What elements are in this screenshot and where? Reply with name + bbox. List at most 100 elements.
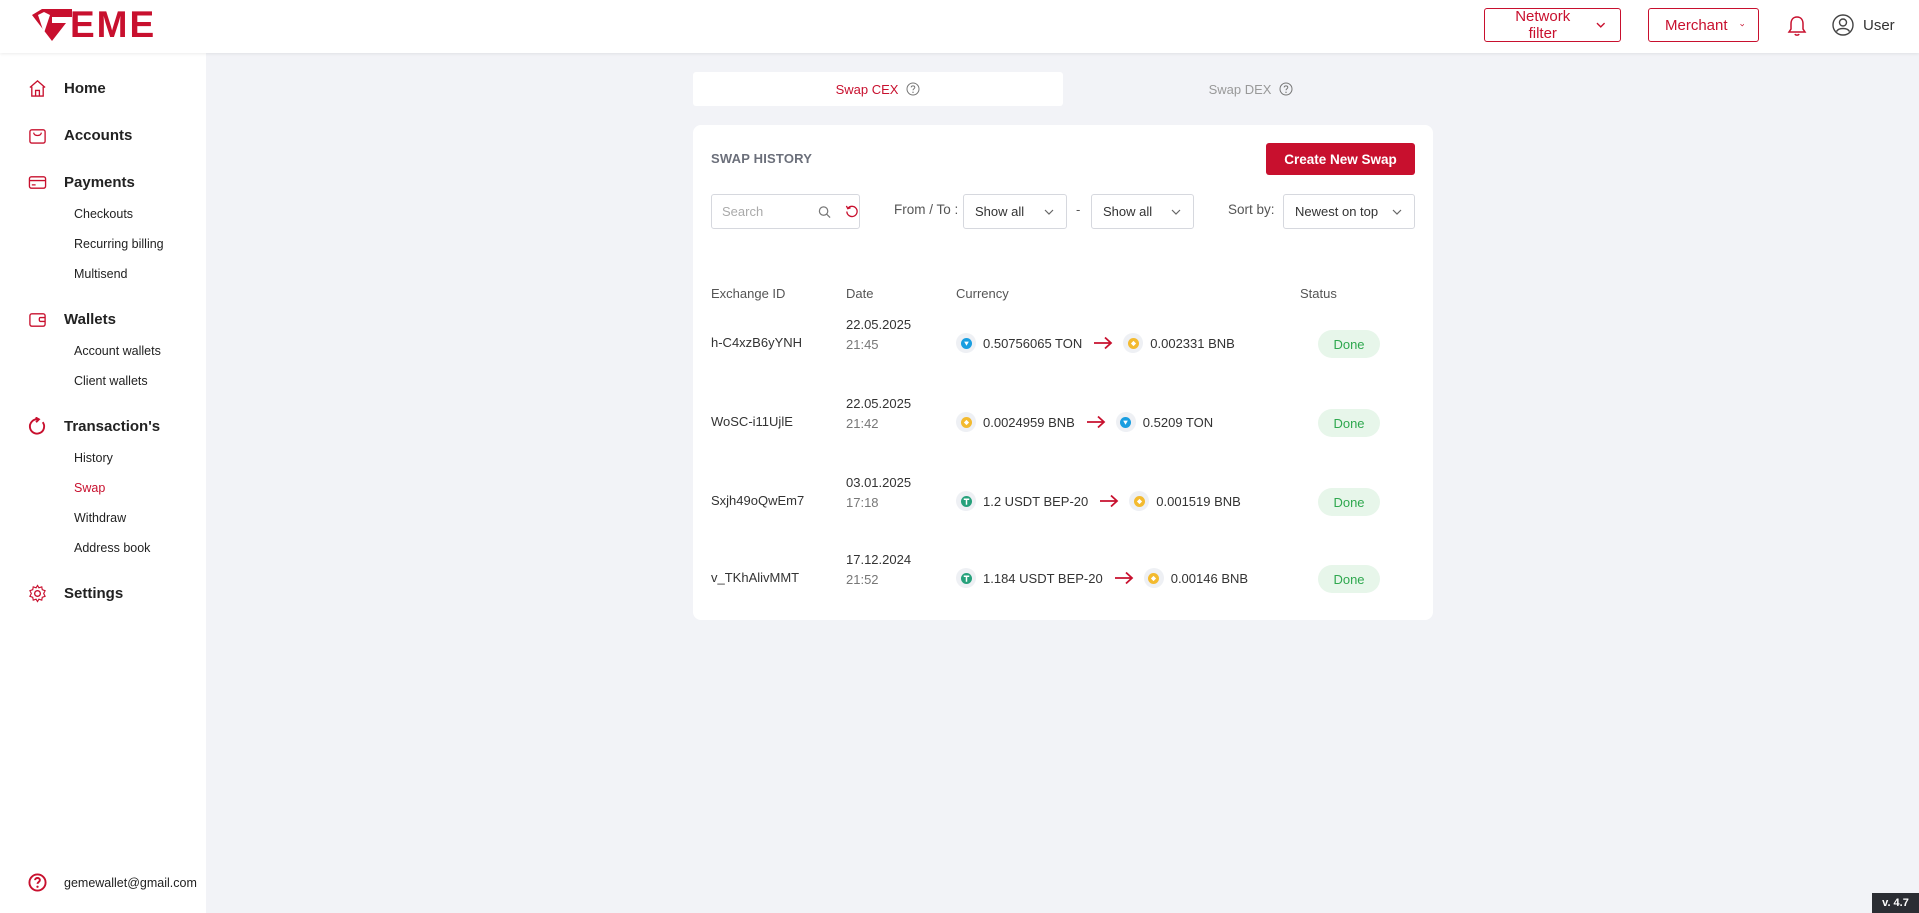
user-menu[interactable]: User <box>1832 14 1895 36</box>
table-row[interactable]: v_TKhAlivMMT 17.12.2024 21:52 1.184 USDT… <box>711 542 1411 621</box>
tab-swap-dex[interactable]: Swap DEX <box>1066 72 1436 106</box>
swap-history-card: SWAP HISTORY Create New Swap From / To :… <box>693 125 1433 620</box>
sidebar-item-swap[interactable]: Swap <box>74 481 106 495</box>
table-row[interactable]: WoSC-i11UjlE 22.05.2025 21:42 0.0024959 … <box>711 384 1411 463</box>
create-new-swap-button[interactable]: Create New Swap <box>1266 143 1415 175</box>
top-header: EME Network filter Merchant User <box>0 0 1919 53</box>
currency-cell: 1.184 USDT BEP-20 0.00146 BNB <box>956 568 1248 588</box>
card-title: SWAP HISTORY <box>711 151 813 166</box>
from-amount: 0.50756065 TON <box>983 335 1083 351</box>
usdt-coin-icon <box>956 491 976 511</box>
to-amount: 0.00146 BNB <box>1170 570 1249 586</box>
column-header-status: Status <box>1300 286 1337 301</box>
currency-cell: 0.0024959 BNB 0.5209 TON <box>956 412 1213 432</box>
sidebar-item-accounts[interactable]: Accounts <box>28 123 132 147</box>
to-amount: 0.5209 TON <box>1142 414 1214 430</box>
sidebar-item-multisend[interactable]: Multisend <box>74 267 128 281</box>
from-select[interactable]: Show all <box>963 194 1067 229</box>
currency-cell: 0.50756065 TON 0.002331 BNB <box>956 333 1235 353</box>
to-amount: 0.002331 BNB <box>1150 335 1235 351</box>
from-to-label: From / To : <box>894 202 959 217</box>
search-icon[interactable] <box>818 205 831 219</box>
bnb-coin-icon <box>1123 333 1144 353</box>
sidebar-item-checkouts[interactable]: Checkouts <box>74 207 134 221</box>
user-label: User <box>1863 16 1895 34</box>
row-date: 22.05.2025 21:42 <box>846 394 911 434</box>
sidebar-item-wallets[interactable]: Wallets <box>28 307 116 331</box>
time-value: 21:52 <box>846 572 879 587</box>
chevron-down-icon <box>1392 209 1402 215</box>
table-row[interactable]: Sxjh49oQwEm7 03.01.2025 17:18 1.2 USDT B… <box>711 463 1411 542</box>
arrow-right-icon <box>1094 336 1113 350</box>
date-value: 17.12.2024 <box>846 552 912 567</box>
to-amount: 0.001519 BNB <box>1156 493 1241 509</box>
sidebar-item-client-wallets[interactable]: Client wallets <box>74 374 148 388</box>
logo[interactable]: EME <box>30 4 157 45</box>
arrow-right-icon <box>1086 415 1106 429</box>
ton-coin-icon <box>956 333 976 353</box>
merchant-button[interactable]: Merchant <box>1648 8 1759 42</box>
sidebar-item-settings[interactable]: Settings <box>28 581 123 605</box>
home-icon <box>29 79 46 97</box>
version-badge: v. 4.7 <box>1872 893 1919 913</box>
card-icon <box>28 175 47 189</box>
to-select[interactable]: Show all <box>1091 194 1194 229</box>
table-row[interactable]: h-C4xzB6yYNH 22.05.2025 21:45 0.50756065… <box>711 305 1411 384</box>
status-badge: Done <box>1318 488 1380 516</box>
status-badge: Done <box>1318 330 1380 358</box>
merchant-label: Merchant <box>1665 16 1728 34</box>
question-icon[interactable] <box>1279 82 1293 96</box>
separator: - <box>1076 202 1081 217</box>
sidebar-item-account-wallets[interactable]: Account wallets <box>74 344 161 358</box>
exchange-id: Sxjh49oQwEm7 <box>711 493 805 508</box>
network-filter-label: Network filter <box>1515 8 1571 42</box>
sidebar: Home Accounts Payments Checkouts Recurri… <box>0 53 206 913</box>
gear-icon <box>29 583 46 603</box>
bell-icon[interactable] <box>1787 15 1807 37</box>
time-value: 21:42 <box>846 416 879 431</box>
exchange-id: h-C4xzB6yYNH <box>711 335 803 350</box>
from-amount: 1.184 USDT BEP-20 <box>983 570 1103 586</box>
search-input[interactable] <box>722 204 812 219</box>
sidebar-item-history[interactable]: History <box>74 451 113 465</box>
logo-text: EME <box>70 4 157 45</box>
sidebar-item-transactions[interactable]: Transaction's <box>28 414 160 438</box>
bnb-coin-icon <box>1143 568 1164 588</box>
reset-icon[interactable] <box>845 204 859 219</box>
exchange-id: v_TKhAlivMMT <box>711 570 800 585</box>
chevron-down-icon <box>1171 209 1181 215</box>
question-icon[interactable] <box>906 82 920 96</box>
from-amount: 0.0024959 BNB <box>983 414 1075 430</box>
date-value: 03.01.2025 <box>846 475 912 490</box>
search-box <box>711 194 860 229</box>
column-header-date: Date <box>846 286 874 301</box>
arrow-right-icon <box>1114 571 1134 585</box>
sort-select[interactable]: Newest on top <box>1283 194 1415 229</box>
network-filter-button[interactable]: Network filter <box>1484 8 1621 42</box>
exchange-id: WoSC-i11UjlE <box>711 414 793 429</box>
user-icon <box>1832 14 1854 36</box>
arrow-right-icon <box>1100 494 1119 508</box>
status-badge: Done <box>1318 565 1380 593</box>
sidebar-item-withdraw[interactable]: Withdraw <box>74 511 127 525</box>
sidebar-item-home[interactable]: Home <box>28 76 106 100</box>
from-amount: 1.2 USDT BEP-20 <box>983 493 1089 509</box>
bnb-coin-icon <box>956 412 976 432</box>
date-value: 22.05.2025 <box>846 317 912 332</box>
time-value: 17:18 <box>846 495 879 510</box>
chevron-down-icon <box>1596 22 1606 28</box>
row-date: 22.05.2025 21:45 <box>846 315 911 355</box>
help-icon <box>28 873 47 892</box>
support-email-link[interactable]: gemewallet@gmail.com <box>28 873 197 892</box>
sidebar-item-address-book[interactable]: Address book <box>74 541 151 555</box>
support-email: gemewallet@gmail.com <box>64 875 197 890</box>
refresh-icon <box>29 416 46 435</box>
chevron-down-icon <box>1739 23 1744 27</box>
sidebar-item-recurring-billing[interactable]: Recurring billing <box>74 237 164 251</box>
sidebar-item-payments[interactable]: Payments <box>28 170 135 194</box>
chevron-down-icon <box>1044 209 1054 215</box>
date-value: 22.05.2025 <box>846 396 912 411</box>
gem-logo-icon <box>32 9 72 41</box>
tab-swap-cex[interactable]: Swap CEX <box>693 72 1063 106</box>
status-badge: Done <box>1318 409 1380 437</box>
